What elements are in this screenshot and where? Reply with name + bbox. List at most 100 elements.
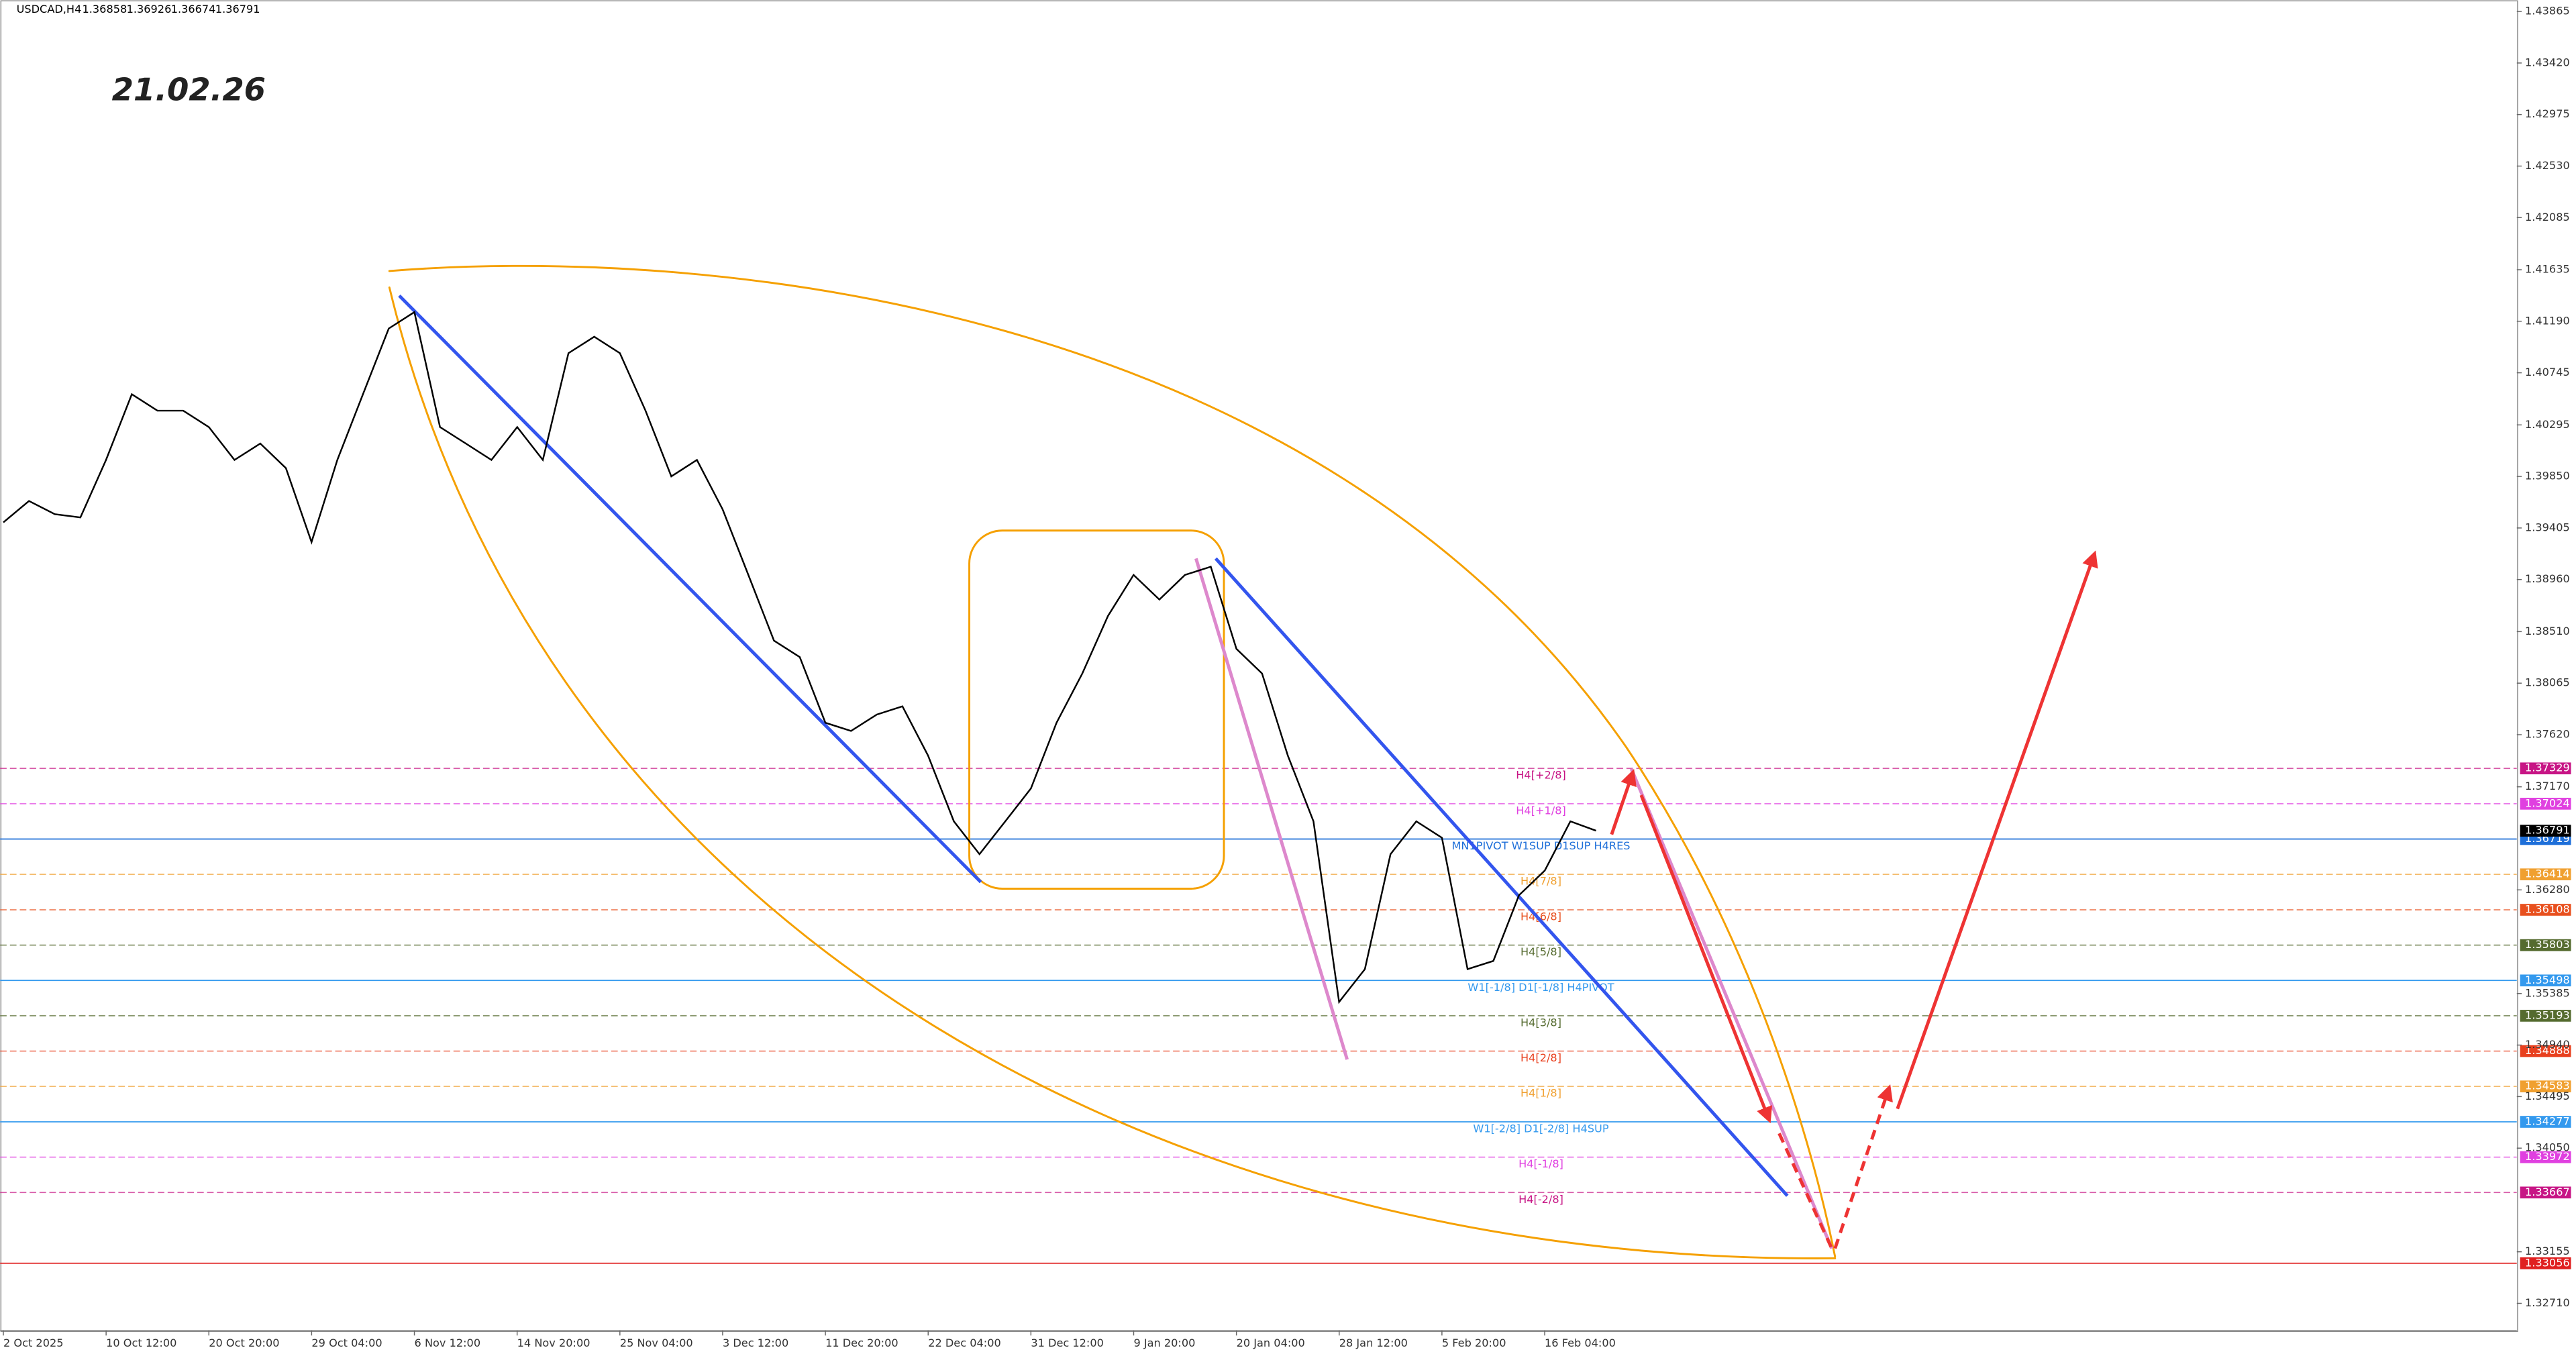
- level-price: 1.33667: [2525, 1186, 2570, 1198]
- x-tick-label: 9 Jan 20:00: [1133, 1337, 1195, 1349]
- y-tick-label: 1.43865: [2525, 5, 2570, 17]
- price-line: [3, 311, 1596, 1004]
- ohlc-value: 1.36926: [127, 3, 172, 15]
- levels: 1.37329H4[+2/8]1.37024H4[+1/8]1.36719MN1…: [0, 762, 2571, 1269]
- level-price: 1.34277: [2525, 1115, 2570, 1128]
- level-price-tag: [2520, 939, 2571, 951]
- level-price: 1.37329: [2525, 762, 2570, 774]
- forecast-arrow: [1639, 794, 1773, 1124]
- level-name: H4[+1/8]: [1516, 804, 1566, 817]
- y-tick-label: 1.42530: [2525, 159, 2570, 172]
- y-tick-label: 1.38510: [2525, 625, 2570, 637]
- x-tick-label: 3 Dec 12:00: [723, 1337, 788, 1349]
- arc-upper: [388, 264, 1837, 1258]
- x-tick-label: 29 Oct 04:00: [311, 1337, 382, 1349]
- forecast-arrow: [1610, 769, 1637, 835]
- level-price: 1.35803: [2525, 938, 2570, 951]
- level-name: W1[-2/8] D1[-2/8] H4SUP: [1473, 1123, 1608, 1135]
- y-tick-label: 1.34050: [2525, 1141, 2570, 1154]
- level-price-tag: [2520, 1186, 2571, 1199]
- ohlc-value: 1.36858: [83, 3, 127, 15]
- level-name: H4[+2/8]: [1516, 769, 1566, 782]
- y-tick-label: 1.38065: [2525, 676, 2570, 689]
- y-tick-label: 1.39850: [2525, 470, 2570, 482]
- level-name: H4[1/8]: [1521, 1087, 1561, 1100]
- y-tick-label: 1.38960: [2525, 572, 2570, 585]
- y-tick-label: 1.32710: [2525, 1296, 2570, 1309]
- channel-line: [1629, 768, 1834, 1249]
- trend-line: [398, 294, 982, 884]
- last-price: 1.36791: [2525, 824, 2570, 837]
- level-price-tag: [2520, 1080, 2571, 1093]
- level-name: W1[-1/8] D1[-1/8] H4PIVOT: [1467, 981, 1614, 994]
- y-tick-label: 1.37170: [2525, 780, 2570, 792]
- level-price: 1.37024: [2525, 796, 2570, 809]
- x-tick-label: 14 Nov 20:00: [517, 1337, 590, 1349]
- forecast-dashed: [1778, 1133, 1834, 1249]
- forecast-arrow: [1896, 550, 2098, 1110]
- level-price-tag: [2520, 1010, 2571, 1022]
- x-tick-label: 31 Dec 12:00: [1031, 1337, 1104, 1349]
- arc-lower: [388, 286, 1837, 1259]
- ohlc-value: 1.36791: [215, 3, 260, 15]
- y-tick-label: 1.41190: [2525, 314, 2570, 327]
- y-tick-label: 1.33155: [2525, 1245, 2570, 1257]
- range-box: [968, 529, 1225, 890]
- last-price-tag: [2520, 825, 2571, 837]
- x-tick-label: 25 Nov 04:00: [620, 1337, 693, 1349]
- symbol: USDCAD,H4: [17, 3, 82, 15]
- level-price: 1.35193: [2525, 1008, 2570, 1021]
- y-tick-label: 1.35385: [2525, 986, 2570, 999]
- y-tick-label: 1.41635: [2525, 262, 2570, 275]
- level-price: 1.34583: [2525, 1080, 2570, 1092]
- level-price-tag: [2520, 798, 2571, 810]
- y-tick-label: 1.42975: [2525, 107, 2570, 120]
- x-tick-label: 22 Dec 04:00: [928, 1337, 1001, 1349]
- x-tick-label: 20 Jan 04:00: [1237, 1337, 1305, 1349]
- x-tick-label: 20 Oct 20:00: [209, 1337, 279, 1349]
- level-name: H4[3/8]: [1521, 1016, 1561, 1029]
- y-tick-label: 1.42085: [2525, 211, 2570, 223]
- level-price-tag: [2520, 1116, 2571, 1128]
- y-tick-label: 1.43420: [2525, 56, 2570, 68]
- x-tick-label: 6 Nov 12:00: [415, 1337, 481, 1349]
- level-price: 1.33972: [2525, 1150, 2570, 1163]
- date-annotation: 21.02.26: [112, 72, 266, 108]
- level-price: 1.34888: [2525, 1044, 2570, 1057]
- level-price: 1.33056: [2525, 1256, 2570, 1269]
- y-tick-label: 1.34495: [2525, 1090, 2570, 1102]
- level-price-tag: [2520, 1151, 2571, 1163]
- level-price-tag: [2520, 868, 2571, 880]
- level-name: H4[7/8]: [1521, 875, 1561, 888]
- level-name: H4[-1/8]: [1518, 1157, 1563, 1170]
- y-tick-label: 1.34940: [2525, 1038, 2570, 1051]
- x-tick-label: 16 Feb 04:00: [1545, 1337, 1616, 1349]
- forecast-dashed: [1833, 1084, 1893, 1249]
- level-name: H4[2/8]: [1521, 1051, 1561, 1064]
- level-price-tag: [2520, 1045, 2571, 1057]
- y-tick-label: 1.40745: [2525, 366, 2570, 378]
- x-tick-label: 5 Feb 20:00: [1442, 1337, 1506, 1349]
- level-name: H4[6/8]: [1521, 910, 1561, 923]
- level-price-tag: [2520, 1257, 2571, 1269]
- x-tick-label: 10 Oct 12:00: [106, 1337, 176, 1349]
- level-price-tag: [2520, 974, 2571, 987]
- y-tick-label: 1.40295: [2525, 418, 2570, 431]
- y-tick-label: 1.36280: [2525, 883, 2570, 896]
- x-tick-label: 2 Oct 2025: [3, 1337, 64, 1349]
- trend-line: [1214, 557, 1789, 1197]
- level-price: 1.36414: [2525, 868, 2570, 880]
- y-tick-label: 1.37620: [2525, 728, 2570, 741]
- x-tick-label: 28 Jan 12:00: [1339, 1337, 1408, 1349]
- level-name: H4[-2/8]: [1518, 1193, 1563, 1206]
- level-price-tag: [2520, 762, 2571, 775]
- drawings: [388, 264, 2098, 1259]
- x-tick-label: 11 Dec 20:00: [825, 1337, 898, 1349]
- level-price: 1.36108: [2525, 902, 2570, 915]
- channel-line: [1194, 558, 1349, 1060]
- level-price-tag: [2520, 904, 2571, 916]
- level-name: H4[5/8]: [1521, 945, 1561, 958]
